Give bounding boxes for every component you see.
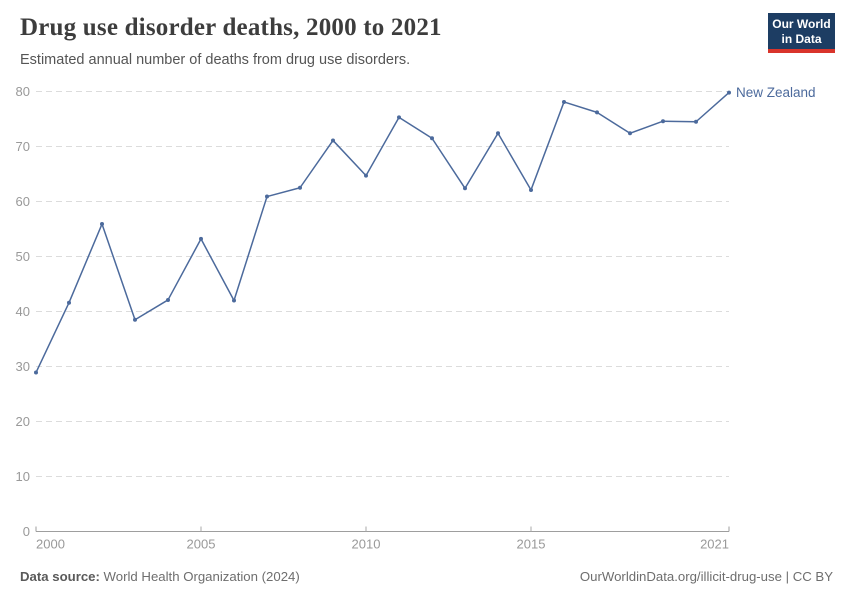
data-point <box>364 173 368 178</box>
data-point <box>331 138 335 143</box>
y-tick-label: 50 <box>16 249 30 264</box>
x-tick-label: 2010 <box>352 537 381 552</box>
x-tick-label: 2005 <box>187 537 216 552</box>
data-point <box>199 236 203 241</box>
data-point <box>397 115 401 120</box>
chart-subtitle: Estimated annual number of deaths from d… <box>20 52 411 68</box>
y-tick-label: 40 <box>16 304 30 319</box>
owid-logo[interactable]: Our World in Data <box>768 13 835 53</box>
y-tick-label: 60 <box>16 194 30 209</box>
y-tick-label: 80 <box>16 84 30 99</box>
data-source-label: Data source: <box>20 569 100 584</box>
owid-logo-line2: in Data <box>781 31 822 46</box>
data-point <box>628 131 632 136</box>
data-source-note: Data source: World Health Organization (… <box>20 569 300 584</box>
data-point <box>100 222 104 227</box>
data-point <box>694 119 698 124</box>
owid-logo-box: Our World in Data <box>768 13 835 49</box>
data-point <box>463 186 467 191</box>
series-line[interactable] <box>35 92 730 373</box>
data-point <box>595 110 599 115</box>
y-tick-label: 10 <box>16 469 30 484</box>
data-point <box>529 187 533 192</box>
x-tick-label: 2000 <box>36 537 65 552</box>
y-tick-label: 0 <box>23 524 30 539</box>
data-point <box>298 185 302 190</box>
y-tick-label: 30 <box>16 359 30 374</box>
footer-url[interactable]: OurWorldinData.org/illicit-drug-use | CC… <box>579 569 833 584</box>
data-point <box>133 317 137 322</box>
series-label[interactable]: New Zealand <box>736 85 816 100</box>
owid-logo-line1: Our World <box>772 17 831 31</box>
data-point <box>430 136 434 141</box>
y-tick-label: 70 <box>16 139 30 154</box>
y-tick-label: 20 <box>16 414 30 429</box>
data-point <box>661 119 665 124</box>
x-tick-label: 2021 <box>700 537 729 552</box>
data-source-text: World Health Organization (2024) <box>99 569 300 584</box>
chart-title: Drug use disorder deaths, 2000 to 2021 <box>20 14 442 41</box>
data-point <box>562 99 566 104</box>
data-point <box>232 298 236 303</box>
data-point <box>496 131 500 136</box>
owid-logo-accent-bar <box>768 49 835 53</box>
data-point <box>727 90 731 95</box>
data-point <box>67 300 71 305</box>
data-point <box>265 194 269 199</box>
data-point <box>34 370 38 375</box>
data-point <box>166 297 170 302</box>
x-tick-label: 2015 <box>517 537 546 552</box>
